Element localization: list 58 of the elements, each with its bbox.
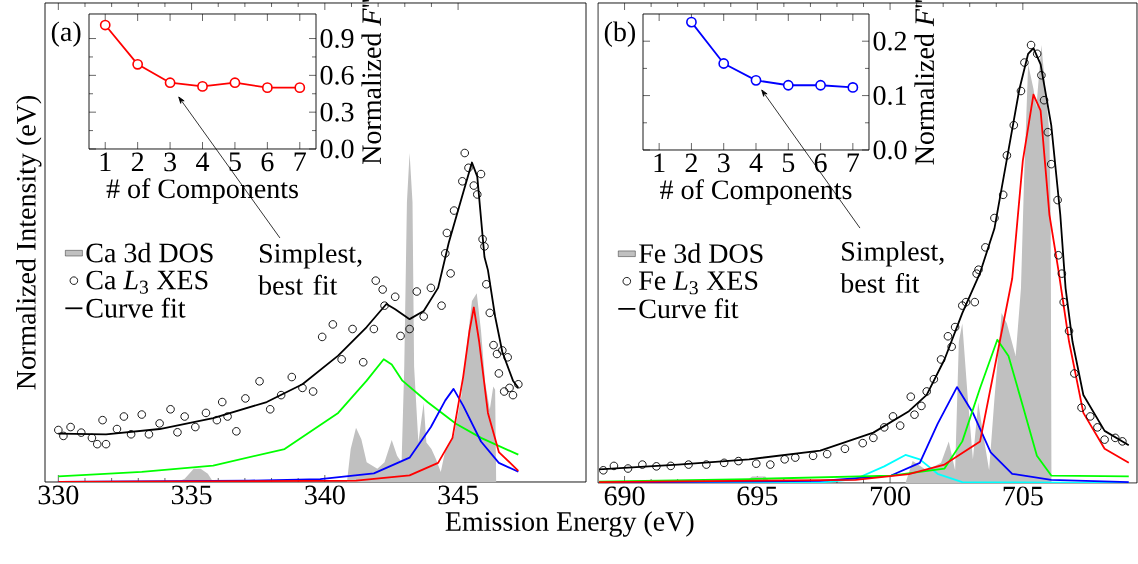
point (718, 58, 730, 69)
x-tick-label: 345 (438, 485, 478, 505)
point (750, 74, 762, 86)
point (99, 19, 111, 31)
legend-label: Fe 3d DOS (639, 243, 763, 263)
y-tick-label: 0.0 (320, 139, 354, 159)
text: (a) (51, 21, 81, 47)
x-tick-label: 2 (131, 152, 144, 172)
legend-label: Curve fit (639, 298, 739, 319)
y-tick-label: 0.2 (873, 31, 906, 51)
point (261, 82, 273, 94)
x-tick-label: 1 (654, 153, 665, 173)
legend-label: Fe L$_{3}$ XES (639, 271, 758, 295)
x-tick-label: 1 (100, 152, 111, 172)
annotation: Simplest, best fit (840, 241, 944, 293)
legend-label: Curve fit (86, 297, 186, 318)
x-tick-label: 7 (294, 152, 306, 171)
y-tick-label: 0.0 (873, 140, 907, 160)
x-tick-label: 6 (261, 152, 274, 172)
x-tick-label: 3 (164, 152, 176, 172)
x-axis-title: # of Components (660, 179, 852, 205)
point (815, 79, 826, 91)
x-tick-label: 340 (305, 485, 345, 505)
y-tick-label: 0.9 (320, 29, 354, 49)
point (847, 82, 859, 93)
point (197, 81, 208, 92)
x-tick-label: 5 (229, 152, 241, 172)
point (686, 16, 697, 28)
x-tick-label: 695 (737, 486, 778, 506)
x-tick-label: 7 (847, 153, 860, 172)
x-tick-label: 5 (782, 153, 795, 173)
y-tick-label: 0.6 (320, 65, 354, 85)
point (229, 77, 241, 89)
y-tick-label: 0.1 (873, 86, 906, 106)
x-tick-label: 2 (685, 153, 697, 173)
y-axis-title: Normalized F'' (914, 0, 935, 165)
y-tick-label: 0.3 (320, 102, 354, 122)
x-tick-label: 330 (38, 485, 79, 505)
x-axis-title: Emission Energy (eV) (445, 511, 694, 537)
point (132, 58, 144, 70)
x-tick-label: 335 (171, 485, 212, 505)
y-axis-title: Normalized Intensity (eV) (16, 95, 42, 390)
x-tick-label: 690 (604, 486, 645, 506)
legend-label: Ca L$_{3}$ XES (86, 270, 208, 294)
point (164, 77, 176, 89)
x-axis-title: # of Components (106, 178, 298, 204)
x-tick-label: 6 (814, 153, 827, 173)
point (782, 79, 794, 91)
point (294, 82, 306, 94)
x-tick-label: 705 (1003, 486, 1043, 506)
annotation: (b) (604, 21, 636, 47)
y-axis-title: Normalized F'' (361, 0, 382, 164)
x-tick-label: 4 (749, 153, 763, 172)
annotation: Simplest, best fit (258, 243, 362, 295)
x-tick-label: 3 (718, 153, 730, 173)
x-tick-label: 700 (870, 486, 911, 506)
legend-label: Ca 3d DOS (86, 242, 213, 263)
x-tick-label: 4 (196, 152, 210, 171)
